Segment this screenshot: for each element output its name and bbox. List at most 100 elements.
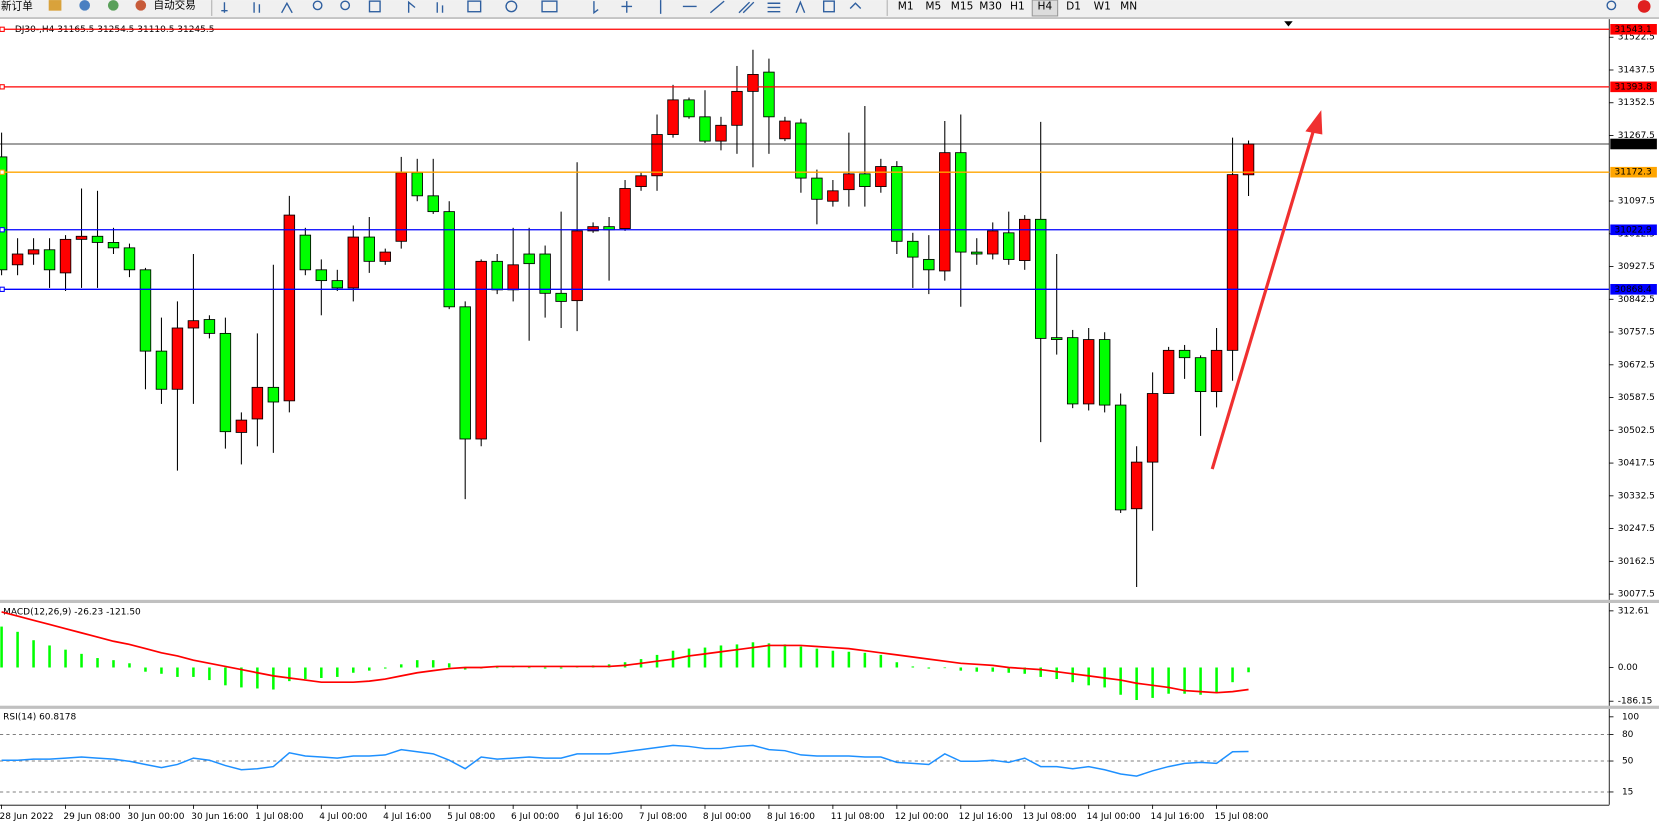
macd-bar [32,640,35,668]
y-tick-label: 30757.5 [1618,328,1655,338]
macd-bar [1055,667,1058,680]
y-tick-label: 0.00 [1618,663,1638,673]
macd-bar [543,667,547,669]
auto-trading-button[interactable]: 自动交易 [154,0,196,11]
y-tick-label: -186.15 [1618,697,1653,707]
timeframe-button[interactable]: D1 [1066,0,1081,12]
macd-bar [799,646,803,668]
candle-body [843,173,855,191]
macd-bar [64,649,67,668]
panel-separator [0,599,1659,604]
candle-body [1003,232,1015,260]
timeframe-button[interactable]: W1 [1094,0,1111,12]
annotation-arrow [1210,128,1316,470]
icon [340,0,351,11]
candle-body [1178,349,1191,359]
candle-body [667,99,679,135]
macd-bar [863,652,867,668]
candle-body [747,74,759,92]
icon [795,0,806,14]
macd-bar [527,667,531,669]
candle-body [571,230,583,302]
macd-bar [415,660,419,668]
y-tick-label: 15 [1622,787,1633,797]
y-tick-label: 30502.5 [1618,426,1655,436]
candle-body [347,236,360,289]
x-tick-label: 29 Jun 08:00 [63,812,120,822]
y-tick-label: 31267.5 [1618,131,1655,141]
candle-body [75,235,88,240]
x-tick-label: 7 Jul 08:00 [639,812,687,822]
timeframe-button[interactable]: MN [1120,0,1137,12]
x-tick-label: 8 Jul 16:00 [767,812,815,822]
candle-body [363,236,375,262]
annotation-arrowhead [1305,110,1323,135]
x-tick-label: 12 Jul 00:00 [895,812,949,822]
macd-bar [383,667,387,669]
icon [541,0,558,13]
y-tick-label: 30587.5 [1618,393,1655,403]
macd-bar [719,645,723,668]
macd-bar [352,667,355,673]
macd-bar [991,667,995,672]
macd-bar [959,667,963,671]
level-label: 30868.4 [1615,285,1652,295]
macd-bar [687,648,691,668]
candle-body [1066,337,1079,405]
candle-body [683,99,695,118]
macd-bar [767,643,771,668]
candle-body [1019,218,1031,261]
candle-body [1210,349,1223,393]
candle-body [987,230,999,255]
candle-body [0,156,8,271]
y-tick-label: 30077.5 [1618,590,1655,600]
y-tick-label: 30247.5 [1618,524,1655,534]
x-tick-label: 8 Jul 00:00 [703,812,751,822]
macd-bar [815,648,819,668]
y-tick-label: 31097.5 [1618,197,1655,207]
timeframe-button[interactable]: M5 [925,0,941,12]
icon [467,0,482,13]
candle-body [203,319,216,334]
macd-bar [1183,667,1186,694]
macd-bar [447,663,451,668]
macd-bar [112,660,115,668]
candle-body [1114,404,1127,511]
timeframe-button[interactable]: H4 [1038,0,1053,12]
macd-bar [943,667,947,669]
candle-body [187,320,200,329]
candle-body [523,253,535,265]
search-icon[interactable] [1606,0,1617,11]
timeframe-button[interactable]: M1 [898,0,914,12]
candle-body [1098,339,1111,406]
icon [822,0,835,13]
macd-bar [16,631,19,668]
candle-body [715,124,727,142]
timeframe-button[interactable]: H1 [1010,0,1025,12]
timeframe-button[interactable]: M15 [951,0,974,12]
icon [709,0,725,14]
macd-bar [320,667,323,678]
candle-body [507,264,519,291]
notification-icon[interactable] [1637,0,1651,13]
icon [593,1,599,15]
macd-bar [783,644,787,668]
panel-separator [0,705,1659,709]
timeframe-button[interactable]: M30 [979,0,1002,12]
candle-body [827,190,839,202]
macd-bar [895,662,899,668]
icon [767,2,781,13]
y-tick-label: 30162.5 [1618,557,1655,567]
candle-body [379,251,391,262]
candle-body [939,152,951,272]
macd-bar [1199,667,1202,695]
x-tick-label: 4 Jul 00:00 [319,812,367,822]
candle-body [1130,461,1143,510]
macd-bar [240,667,243,688]
y-tick-label: 31352.5 [1618,98,1655,108]
candle-body [475,260,487,440]
icon [107,0,119,11]
new-order-button[interactable]: 新订单 [1,0,33,12]
x-tick-label: 28 Jun 2022 [0,812,54,822]
candle-body [587,226,599,232]
